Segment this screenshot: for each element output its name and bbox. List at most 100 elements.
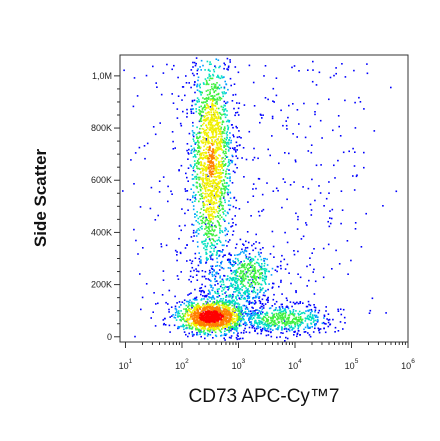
event-dot [258, 299, 261, 302]
event-dot [311, 252, 313, 254]
event-dot [274, 322, 276, 324]
event-dot [186, 312, 189, 314]
event-dot [209, 206, 211, 208]
event-dot [210, 218, 212, 220]
event-dot [270, 331, 272, 333]
event-dot [208, 223, 211, 226]
event-dot [171, 93, 173, 95]
event-dot [170, 190, 172, 193]
event-dot [282, 307, 284, 310]
event-dot [212, 142, 215, 145]
event-dot [206, 226, 209, 229]
event-dot [238, 317, 241, 319]
event-dot [205, 305, 207, 308]
event-dot [240, 319, 243, 322]
event-dot [249, 273, 251, 276]
event-dot [264, 269, 267, 272]
event-dot [220, 300, 222, 302]
event-dot [208, 296, 210, 298]
event-dot [255, 313, 257, 315]
event-dot [208, 73, 211, 76]
event-dot [224, 188, 226, 191]
event-dot [213, 269, 215, 271]
event-dot [204, 163, 206, 165]
event-dot [251, 306, 253, 309]
event-dot [217, 301, 220, 303]
event-dot [204, 245, 206, 247]
event-dot [218, 301, 221, 303]
event-dot [194, 64, 197, 67]
event-dot [262, 208, 265, 211]
event-dot [145, 74, 148, 77]
event-dot [225, 291, 227, 293]
event-dot [227, 204, 230, 206]
event-dot [195, 325, 197, 328]
event-dot [281, 314, 283, 316]
event-dot [299, 317, 302, 320]
event-dot [317, 327, 320, 330]
event-dot [204, 156, 206, 158]
event-dot [172, 148, 175, 150]
event-dot [221, 167, 223, 170]
event-dot [191, 326, 194, 328]
y-tick-label: 400K [91, 227, 112, 237]
event-dot [211, 190, 214, 192]
event-dot [158, 191, 161, 193]
event-dot [263, 260, 266, 262]
event-dot [221, 325, 224, 327]
event-dot [238, 136, 241, 138]
event-dot [220, 315, 223, 317]
event-dot [385, 312, 387, 314]
event-dot [188, 326, 191, 329]
event-dot [258, 214, 261, 217]
event-dot [217, 169, 220, 171]
event-dot [266, 264, 269, 266]
event-dot [227, 173, 230, 175]
event-dot [210, 111, 212, 113]
event-dot [199, 306, 202, 308]
event-dot [325, 306, 327, 308]
event-dot [155, 303, 157, 305]
event-dot [233, 326, 235, 329]
event-dot [221, 301, 224, 304]
event-dot [219, 179, 222, 182]
event-dot [250, 310, 252, 312]
event-dot [253, 315, 256, 317]
event-dot [155, 82, 157, 84]
event-dot [207, 327, 210, 330]
event-dot [229, 132, 231, 134]
event-dot [240, 317, 243, 320]
event-dot [208, 122, 210, 125]
event-dot [188, 322, 190, 325]
event-dot [283, 258, 286, 261]
event-dot [203, 309, 206, 312]
event-dot [254, 247, 257, 250]
event-dot [211, 102, 213, 105]
event-dot [221, 287, 224, 289]
event-dot [260, 252, 262, 254]
event-dot [267, 319, 270, 321]
event-dot [196, 182, 199, 184]
event-dot [212, 133, 214, 135]
event-dot [286, 320, 289, 323]
event-dot [216, 280, 218, 282]
event-dot [209, 99, 212, 101]
event-dot [199, 188, 202, 191]
event-dot [223, 274, 225, 277]
event-dot [213, 91, 215, 94]
event-dot [206, 335, 209, 337]
event-dot [258, 296, 260, 298]
event-dot [227, 149, 230, 151]
event-dot [242, 297, 245, 300]
event-dot [206, 259, 208, 261]
event-dot [246, 295, 249, 297]
event-dot [224, 334, 227, 337]
event-dot [238, 306, 240, 309]
event-dot [211, 116, 213, 118]
event-dot [286, 241, 289, 244]
event-dot [143, 145, 146, 147]
event-dot [193, 302, 195, 304]
event-dot [325, 310, 327, 312]
event-dot [211, 273, 213, 276]
event-dot [318, 309, 321, 312]
